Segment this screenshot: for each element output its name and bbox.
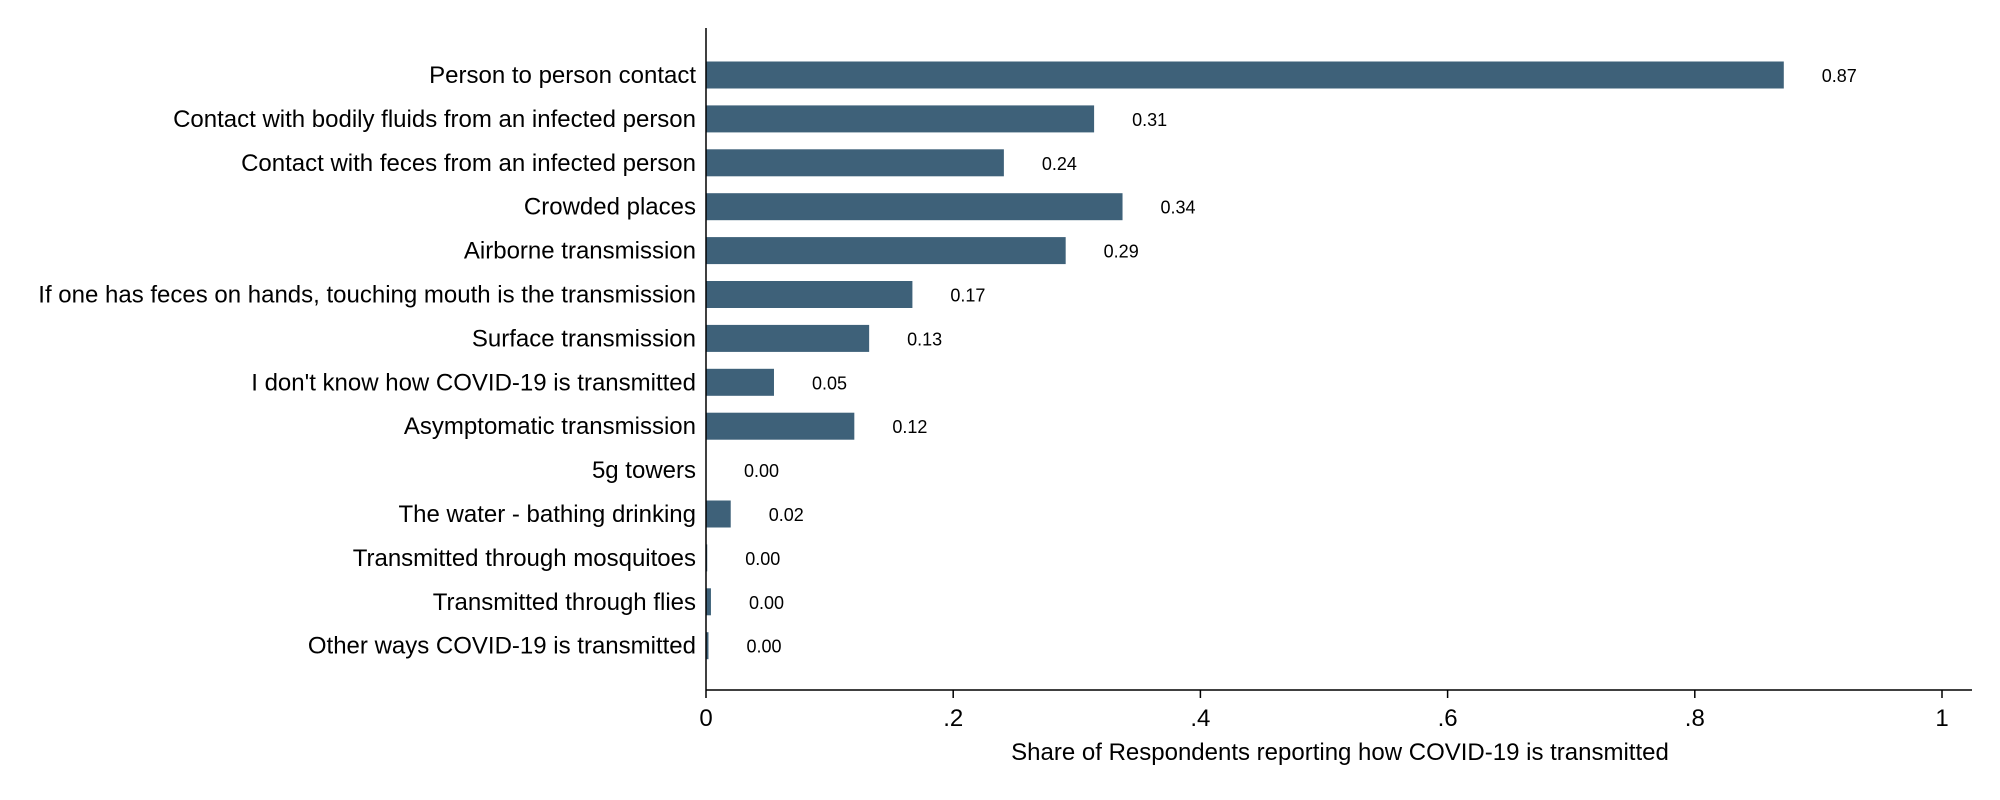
value-label: 0.87: [1822, 66, 1857, 86]
category-label: Person to person contact: [429, 62, 696, 89]
value-label: 0.13: [907, 329, 942, 349]
category-label: Contact with feces from an infected pers…: [241, 150, 696, 177]
bar-4: [706, 237, 1066, 265]
category-label: Surface transmission: [472, 325, 696, 352]
category-label: I don't know how COVID-19 is transmitted: [251, 369, 696, 396]
bar-13: [706, 632, 709, 660]
category-label: Airborne transmission: [464, 238, 696, 265]
value-label: 0.00: [744, 461, 779, 481]
value-label: 0.29: [1104, 242, 1139, 262]
bar-8: [706, 412, 855, 440]
value-label: 0.12: [892, 417, 927, 437]
bar-3: [706, 193, 1123, 221]
category-labels-layer: Person to person contact Contact with bod…: [38, 62, 696, 660]
category-label: If one has feces on hands, touching mout…: [38, 282, 696, 309]
category-label: Other ways COVID-19 is transmitted: [308, 633, 696, 660]
bar-1: [706, 105, 1095, 133]
value-label: 0.00: [749, 593, 784, 613]
category-label: Transmitted through mosquitoes: [353, 545, 696, 572]
value-label: 0.34: [1161, 198, 1196, 218]
x-tick-label: 0: [699, 705, 712, 732]
value-label: 0.02: [769, 505, 804, 525]
value-labels-layer: 0.87 0.31 0.24 0.34 0.29 0.17 0.13 0.05 0.12 0.00…: [744, 66, 1857, 657]
category-label: Transmitted through flies: [433, 589, 696, 616]
bar-6: [706, 324, 870, 352]
value-label: 0.05: [812, 373, 847, 393]
x-tick-label: 1: [1935, 705, 1948, 732]
value-label: 0.24: [1042, 154, 1077, 174]
value-label: 0.17: [950, 286, 985, 306]
bar-10: [706, 500, 731, 528]
bar-5: [706, 281, 913, 308]
category-label: Asymptomatic transmission: [404, 413, 696, 440]
category-label: The water - bathing drinking: [399, 501, 697, 528]
bar-12: [706, 588, 711, 616]
bar-2: [706, 149, 1004, 177]
category-label: 5g towers: [592, 457, 696, 484]
x-tick-label: .8: [1685, 705, 1705, 732]
x-tick-label: .2: [943, 705, 963, 732]
x-tick-label: .6: [1438, 705, 1458, 732]
category-label: Contact with bodily fluids from an infec…: [173, 106, 696, 133]
bar-7: [706, 368, 774, 396]
bar-0: [706, 61, 1784, 89]
value-label: 0.00: [746, 637, 781, 657]
value-label: 0.00: [745, 549, 780, 569]
category-label: Crowded places: [524, 194, 696, 221]
axes-layer: 0 .2 .4 .6 .8 1: [699, 28, 1972, 732]
x-axis-title: Share of Respondents reporting how COVID…: [1011, 739, 1669, 766]
bars-layer: [706, 61, 1784, 660]
x-tick-label: .4: [1190, 705, 1210, 732]
value-label: 0.31: [1132, 110, 1167, 130]
